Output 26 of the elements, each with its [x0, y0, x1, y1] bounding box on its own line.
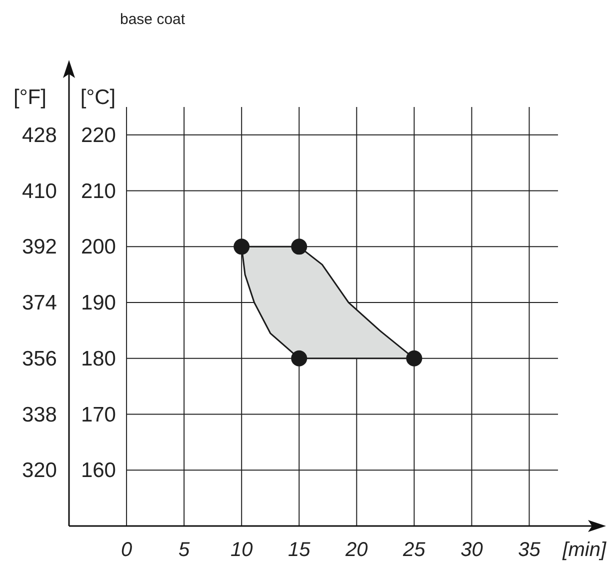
x-tick-label: 10 — [230, 539, 253, 561]
y2-tick-label: 338 — [22, 403, 57, 426]
y-tick-label: 190 — [80, 292, 116, 315]
y-tick-label: 160 — [80, 459, 116, 482]
x-tick-label: 15 — [288, 539, 312, 561]
y2-tick-label: 410 — [22, 180, 57, 203]
x-tick-label: 25 — [402, 539, 426, 561]
y2-axis-title: [°F] — [14, 86, 46, 109]
chart-title: base coat — [120, 11, 186, 28]
y2-tick-label: 320 — [22, 459, 57, 482]
x-tick-label: 35 — [518, 539, 542, 561]
y-tick-label: 180 — [80, 347, 116, 370]
y2-tick-label: 374 — [22, 292, 58, 315]
x-tick-label: 0 — [120, 539, 132, 561]
y2-tick-label: 428 — [22, 124, 57, 147]
y-axis-title: [°C] — [80, 86, 116, 109]
x-tick-label: 20 — [344, 539, 368, 561]
y2-tick-label: 356 — [22, 347, 57, 370]
y-tick-label: 200 — [80, 236, 116, 259]
x-tick-label: 5 — [178, 539, 190, 561]
y-tick-label: 210 — [80, 180, 116, 203]
y-tick-label: 170 — [80, 403, 116, 426]
x-tick-label: 30 — [460, 539, 483, 561]
y-tick-label: 220 — [80, 124, 116, 147]
y2-tick-label: 392 — [22, 236, 57, 259]
x-axis-title: [min] — [562, 539, 606, 561]
